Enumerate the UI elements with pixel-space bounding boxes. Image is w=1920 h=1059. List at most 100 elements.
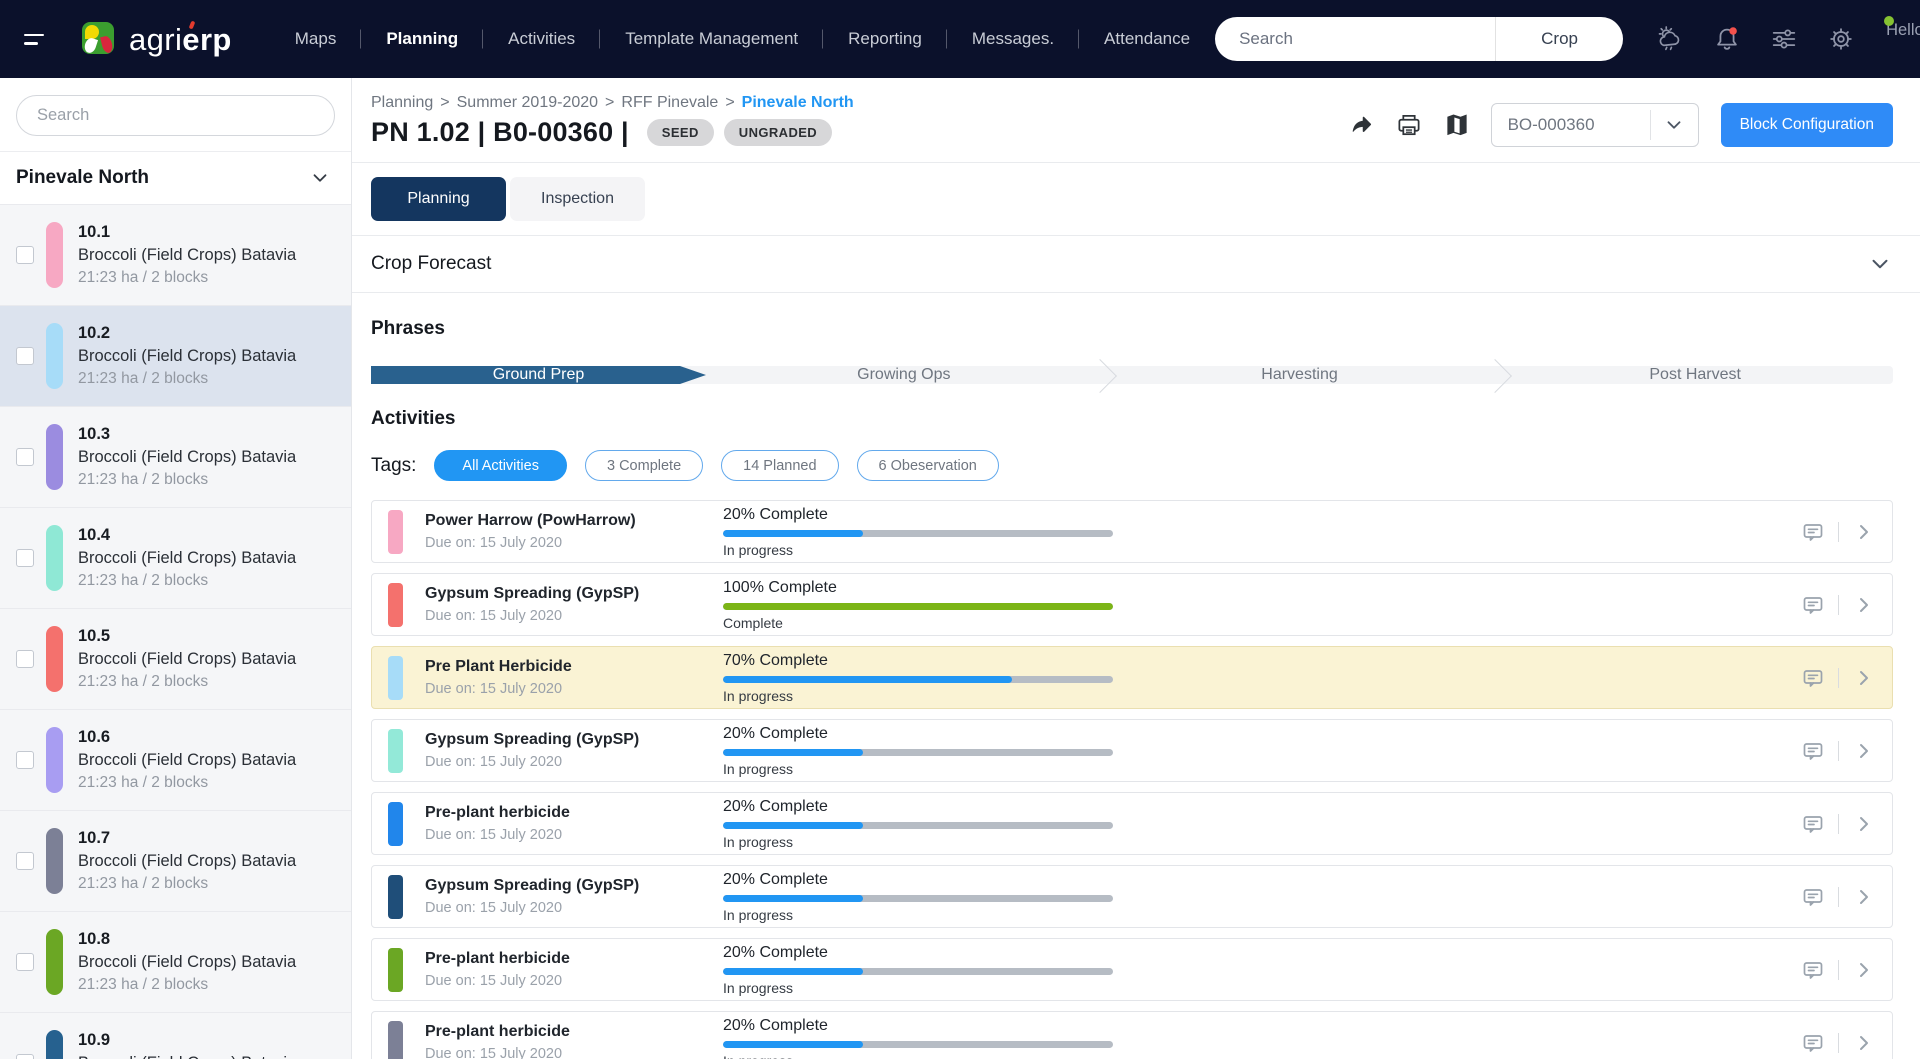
- crop-checkbox[interactable]: [16, 852, 34, 870]
- activity-percent-label: 20% Complete: [723, 944, 1113, 962]
- comment-icon[interactable]: [1801, 666, 1825, 690]
- breadcrumb-item-summer-2019-2020[interactable]: Summer 2019-2020: [457, 94, 598, 112]
- filters-sliders-icon[interactable]: [1769, 24, 1799, 54]
- chevron-right-icon[interactable]: [1852, 739, 1876, 763]
- breadcrumb-item-rff-pinevale[interactable]: RFF Pinevale: [621, 94, 718, 112]
- sidebar-crop-item[interactable]: 10.7 Broccoli (Field Crops) Batavia 21:2…: [0, 810, 351, 911]
- sidebar-group-header[interactable]: Pinevale North: [0, 151, 351, 204]
- chevron-right-icon[interactable]: [1852, 885, 1876, 909]
- activity-row[interactable]: Pre-plant herbicide Due on: 15 July 2020…: [371, 1011, 1893, 1059]
- nav-item-reporting[interactable]: Reporting: [823, 29, 947, 49]
- breadcrumb-separator: >: [605, 94, 614, 112]
- tag-filter-14-planned[interactable]: 14 Planned: [721, 450, 838, 481]
- app-logo[interactable]: agrierp: [80, 20, 232, 58]
- notifications-bell-icon[interactable]: [1712, 24, 1742, 54]
- crop-checkbox[interactable]: [16, 448, 34, 466]
- activity-row[interactable]: Gypsum Spreading (GypSP) Due on: 15 July…: [371, 573, 1893, 636]
- activity-color-bar: [388, 1021, 403, 1059]
- crop-forecast-section[interactable]: Crop Forecast: [352, 236, 1920, 293]
- chevron-right-icon[interactable]: [1852, 520, 1876, 544]
- crop-checkbox[interactable]: [16, 953, 34, 971]
- nav-item-planning[interactable]: Planning: [361, 29, 483, 49]
- crop-checkbox[interactable]: [16, 246, 34, 264]
- weather-icon[interactable]: [1655, 24, 1685, 54]
- nav-item-messages[interactable]: Messages.: [947, 29, 1079, 49]
- map-icon[interactable]: [1443, 111, 1471, 139]
- comment-icon[interactable]: [1801, 958, 1825, 982]
- comment-icon[interactable]: [1801, 593, 1825, 617]
- sidebar-crop-item[interactable]: 10.2 Broccoli (Field Crops) Batavia 21:2…: [0, 305, 351, 406]
- sidebar-crop-item[interactable]: 10.6 Broccoli (Field Crops) Batavia 21:2…: [0, 709, 351, 810]
- tab-inspection[interactable]: Inspection: [510, 177, 645, 221]
- nav-item-template-management[interactable]: Template Management: [600, 29, 823, 49]
- crop-checkbox[interactable]: [16, 751, 34, 769]
- activities-heading: Activities: [371, 408, 1893, 430]
- search-input[interactable]: [1215, 29, 1495, 49]
- share-icon[interactable]: [1347, 111, 1375, 139]
- sidebar-search-input[interactable]: [16, 95, 335, 136]
- chevron-right-icon[interactable]: [1852, 593, 1876, 617]
- tag-filter-6-obeservation[interactable]: 6 Obeservation: [857, 450, 999, 481]
- chevron-right-icon[interactable]: [1852, 666, 1876, 690]
- activity-row[interactable]: Gypsum Spreading (GypSP) Due on: 15 July…: [371, 865, 1893, 928]
- comment-icon[interactable]: [1801, 1031, 1825, 1055]
- nav-item-maps[interactable]: Maps: [270, 29, 362, 49]
- phase-harvesting[interactable]: Harvesting: [1102, 366, 1498, 384]
- crop-code: 10.5: [78, 627, 296, 646]
- brand-name: agrierp: [129, 24, 232, 55]
- planning-content: Phrases Ground PrepGrowing OpsHarvesting…: [352, 293, 1920, 1059]
- phase-post-harvest[interactable]: Post Harvest: [1497, 366, 1893, 384]
- activity-progress-fill: [723, 676, 1012, 683]
- divider: [1838, 595, 1839, 615]
- comment-icon[interactable]: [1801, 520, 1825, 544]
- badge-group: SEEDUNGRADED: [647, 119, 832, 146]
- chevron-right-icon[interactable]: [1852, 812, 1876, 836]
- top-navbar: agrierp MapsPlanningActivitiesTemplate M…: [0, 0, 1920, 78]
- activity-percent-label: 70% Complete: [723, 652, 1113, 670]
- activity-row[interactable]: Pre-plant herbicide Due on: 15 July 2020…: [371, 938, 1893, 1001]
- chevron-right-icon[interactable]: [1852, 958, 1876, 982]
- sidebar-crop-item[interactable]: 10.4 Broccoli (Field Crops) Batavia 21:2…: [0, 507, 351, 608]
- nav-item-activities[interactable]: Activities: [483, 29, 600, 49]
- sidebar-crop-item[interactable]: 10.8 Broccoli (Field Crops) Batavia 21:2…: [0, 911, 351, 1012]
- phase-ground-prep[interactable]: Ground Prep: [371, 366, 706, 384]
- sidebar-group-title: Pinevale North: [16, 167, 149, 189]
- crop-checkbox[interactable]: [16, 549, 34, 567]
- tab-planning[interactable]: Planning: [371, 177, 506, 221]
- comment-icon[interactable]: [1801, 812, 1825, 836]
- chevron-right-icon[interactable]: [1852, 1031, 1876, 1055]
- hamburger-menu-icon[interactable]: [24, 34, 44, 45]
- block-select-dropdown[interactable]: BO-000360: [1491, 103, 1699, 147]
- activity-row[interactable]: Pre Plant Herbicide Due on: 15 July 2020…: [371, 646, 1893, 709]
- nav-item-attendance[interactable]: Attendance: [1079, 29, 1215, 49]
- comment-icon[interactable]: [1801, 739, 1825, 763]
- activity-progress-track: [723, 603, 1113, 610]
- chevron-down-icon[interactable]: [1867, 251, 1893, 277]
- print-icon[interactable]: [1395, 111, 1423, 139]
- chevron-down-icon[interactable]: [309, 167, 331, 189]
- sidebar-crop-item[interactable]: 10.1 Broccoli (Field Crops) Batavia 21:2…: [0, 204, 351, 305]
- crop-checkbox[interactable]: [16, 650, 34, 668]
- crop-subtitle: 21:23 ha / 2 blocks: [78, 976, 296, 994]
- sidebar-crop-item[interactable]: 10.9 Broccoli (Field Crops) Batavia 21:2…: [0, 1012, 351, 1059]
- breadcrumb-item-planning[interactable]: Planning: [371, 94, 433, 112]
- activity-progress-track: [723, 822, 1113, 829]
- activity-due-date: Due on: 15 July 2020: [425, 973, 723, 989]
- tag-filter-all-activities[interactable]: All Activities: [434, 450, 567, 481]
- sidebar-crop-item[interactable]: 10.5 Broccoli (Field Crops) Batavia 21:2…: [0, 608, 351, 709]
- breadcrumb-item-pinevale-north[interactable]: Pinevale North: [742, 94, 854, 112]
- search-scope-select[interactable]: Crop: [1495, 17, 1623, 61]
- crop-checkbox[interactable]: [16, 1054, 34, 1059]
- tag-filter-3-complete[interactable]: 3 Complete: [585, 450, 703, 481]
- crop-color-bar: [46, 222, 63, 288]
- activity-row[interactable]: Pre-plant herbicide Due on: 15 July 2020…: [371, 792, 1893, 855]
- phase-growing-ops[interactable]: Growing Ops: [706, 366, 1102, 384]
- block-configuration-button[interactable]: Block Configuration: [1721, 103, 1893, 147]
- settings-gear-icon[interactable]: [1826, 24, 1856, 54]
- comment-icon[interactable]: [1801, 885, 1825, 909]
- crop-color-bar: [46, 828, 63, 894]
- sidebar-crop-item[interactable]: 10.3 Broccoli (Field Crops) Batavia 21:2…: [0, 406, 351, 507]
- activity-row[interactable]: Power Harrow (PowHarrow) Due on: 15 July…: [371, 500, 1893, 563]
- crop-checkbox[interactable]: [16, 347, 34, 365]
- activity-row[interactable]: Gypsum Spreading (GypSP) Due on: 15 July…: [371, 719, 1893, 782]
